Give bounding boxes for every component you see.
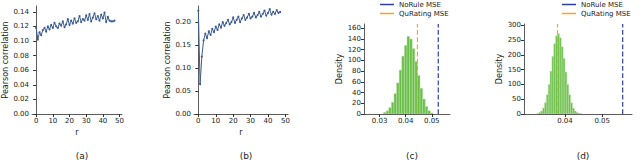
svg-text:160: 160 — [348, 24, 361, 32]
svg-text:QuRating MSE: QuRating MSE — [581, 10, 631, 18]
svg-text:0.10: 0.10 — [175, 64, 191, 72]
svg-text:r: r — [239, 128, 243, 137]
svg-text:60: 60 — [352, 78, 361, 86]
svg-text:120: 120 — [348, 46, 361, 54]
svg-text:80: 80 — [352, 67, 361, 75]
svg-text:250: 250 — [508, 36, 521, 44]
svg-text:0.04: 0.04 — [557, 117, 573, 125]
svg-text:0.14: 0.14 — [13, 8, 29, 16]
svg-text:0.12: 0.12 — [13, 22, 29, 30]
svg-text:0: 0 — [357, 110, 361, 118]
svg-text:20: 20 — [65, 117, 74, 125]
svg-text:0.20: 0.20 — [175, 18, 191, 26]
svg-text:0.04: 0.04 — [13, 81, 29, 89]
svg-text:20: 20 — [229, 117, 238, 125]
svg-text:Pearson correlation: Pearson correlation — [1, 21, 10, 98]
svg-text:0.06: 0.06 — [13, 66, 29, 74]
svg-text:0: 0 — [517, 110, 521, 118]
svg-text:Pearson correlation: Pearson correlation — [163, 21, 172, 98]
svg-text:0: 0 — [34, 117, 38, 125]
svg-text:(a): (a) — [76, 151, 89, 161]
svg-text:(d): (d) — [577, 151, 590, 161]
svg-text:30: 30 — [82, 117, 91, 125]
svg-text:0.05: 0.05 — [594, 117, 610, 125]
svg-text:50: 50 — [115, 117, 124, 125]
svg-text:100: 100 — [348, 56, 361, 64]
svg-text:10: 10 — [48, 117, 57, 125]
svg-text:150: 150 — [508, 66, 521, 74]
svg-text:0.08: 0.08 — [13, 52, 29, 60]
svg-text:0.00: 0.00 — [13, 110, 29, 118]
svg-text:30: 30 — [246, 117, 255, 125]
svg-text:(b): (b) — [240, 151, 253, 161]
svg-text:100: 100 — [508, 80, 521, 88]
svg-text:NoRule MSE: NoRule MSE — [581, 1, 623, 9]
svg-text:Density: Density — [335, 54, 344, 85]
svg-text:40: 40 — [264, 117, 273, 125]
svg-text:140: 140 — [348, 35, 361, 43]
svg-text:0.03: 0.03 — [372, 117, 388, 125]
svg-text:Density: Density — [495, 54, 504, 85]
svg-text:0.10: 0.10 — [13, 37, 29, 45]
svg-text:0.05: 0.05 — [175, 87, 191, 95]
svg-text:40: 40 — [98, 117, 107, 125]
svg-text:20: 20 — [352, 99, 361, 107]
svg-text:0.04: 0.04 — [398, 117, 414, 125]
svg-text:40: 40 — [352, 89, 361, 97]
svg-text:200: 200 — [508, 51, 521, 59]
svg-text:0.05: 0.05 — [424, 117, 440, 125]
svg-text:NoRule MSE: NoRule MSE — [399, 1, 441, 9]
svg-text:10: 10 — [211, 117, 220, 125]
svg-text:r: r — [75, 128, 79, 137]
svg-text:50: 50 — [281, 117, 290, 125]
svg-text:(c): (c) — [406, 151, 418, 161]
svg-text:0.15: 0.15 — [175, 41, 191, 49]
svg-text:0.00: 0.00 — [175, 110, 191, 118]
svg-text:QuRating MSE: QuRating MSE — [399, 10, 449, 18]
svg-text:300: 300 — [508, 21, 521, 29]
svg-text:50: 50 — [512, 95, 521, 103]
svg-text:0.02: 0.02 — [13, 95, 29, 103]
svg-text:0: 0 — [196, 117, 200, 125]
